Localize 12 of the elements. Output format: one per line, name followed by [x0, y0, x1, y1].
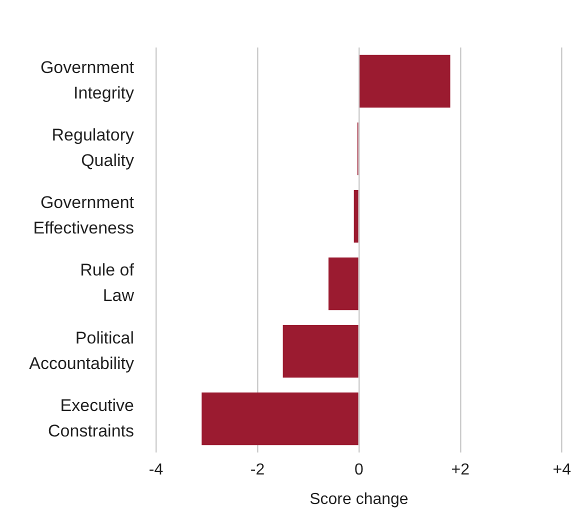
x-tick-label: -4 [148, 462, 164, 479]
y-tick-label: Regulatory Quality [52, 126, 134, 170]
x-tick-label: +4 [552, 462, 572, 479]
y-tick-label: Government Integrity [40, 58, 134, 103]
x-axis-title: Score change [310, 490, 408, 508]
x-tick-label: -2 [250, 462, 265, 479]
y-tick-label: Political Accountability [29, 328, 134, 373]
y-tick-label: Government Effectiveness [33, 193, 134, 238]
y-tick-label: Rule of Law [80, 260, 135, 306]
y-tick-label: Executive Constraints [48, 396, 134, 440]
x-tick-label: +2 [451, 462, 470, 479]
x-tick-label: 0 [354, 462, 364, 479]
